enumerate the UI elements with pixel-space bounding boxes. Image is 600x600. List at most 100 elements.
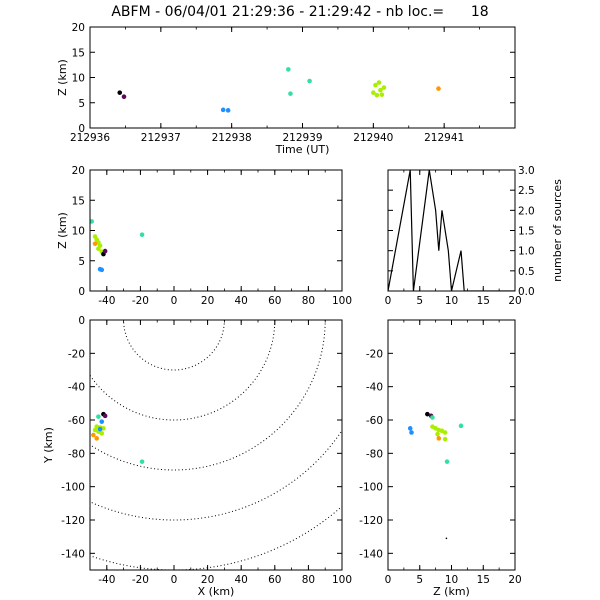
x-tick-label: 60: [268, 574, 281, 586]
x-tick-label: 0: [385, 574, 392, 586]
source-point: [121, 94, 127, 99]
source-point: [117, 90, 123, 95]
histogram-steps: [388, 170, 515, 291]
time-height-panel: 212936 212937 212938 212939 212940 212941 0 5 10…: [56, 22, 516, 156]
y-tick-label: 0: [78, 123, 85, 135]
source-point: [373, 82, 378, 88]
source-point: [91, 432, 96, 438]
x-tick-label: 212939: [282, 132, 322, 144]
y-axis-label: Z (km): [56, 212, 69, 249]
y-tick-label: -140: [61, 548, 85, 560]
y-tick-label: 1.0: [518, 246, 535, 258]
chart-title: ABFM - 06/04/01 21:29:36 - 21:29:42 - nb…: [111, 4, 489, 20]
y-tick-label: 0: [78, 286, 85, 298]
y-tick-label: 5: [78, 256, 85, 268]
histogram-bin: [432, 170, 435, 291]
z-y-panel: 0 5 10 15 20 -20 -40 -60 -80 -100 -120 -140 Z (km): [359, 319, 522, 598]
y-tick-label: 1.5: [518, 226, 535, 238]
source-point: [376, 80, 382, 85]
y-tick-label: -100: [359, 482, 383, 494]
y-tick-label: -80: [68, 448, 85, 460]
source-point: [96, 414, 101, 419]
source-point: [99, 419, 105, 424]
source-point: [288, 91, 293, 96]
x-tick-label: 212937: [141, 132, 181, 144]
x-tick-label: -40: [98, 574, 115, 586]
y-tick-label: -120: [61, 515, 85, 527]
time-height-plot-area: [117, 67, 441, 113]
x-tick-label: 5: [416, 574, 423, 586]
source-point: [442, 436, 448, 442]
x-tick-label: 100: [332, 574, 352, 586]
x-tick-label: 0: [385, 295, 392, 307]
y-tick-label: 2.5: [518, 185, 535, 197]
source-point: [307, 78, 312, 84]
x-tick-label: 80: [302, 574, 315, 586]
y-tick-label: -20: [366, 348, 383, 360]
x-height-plot-area: [90, 219, 145, 273]
y-tick-label: -80: [366, 448, 383, 460]
y-tick-label: 20: [72, 165, 85, 177]
source-point: [378, 87, 383, 93]
x-tick-label: 40: [235, 295, 248, 307]
x-axis-label: Z (km): [433, 585, 470, 598]
y-axis-label: Z (km): [56, 59, 69, 96]
z-y-plot-area: [407, 411, 464, 540]
source-point: [97, 426, 103, 432]
y-tick-label: 2.0: [518, 205, 535, 217]
y-tick-label: -100: [61, 482, 85, 494]
y-tick-label: 15: [72, 47, 85, 59]
x-tick-label: -20: [132, 574, 149, 586]
source-point: [435, 431, 440, 437]
y-tick-label: 20: [72, 22, 85, 34]
axes-frame: [89, 169, 343, 292]
source-point: [436, 86, 441, 91]
x-axis-label: Time (UT): [275, 143, 330, 156]
x-tick-label: 212940: [353, 132, 393, 144]
x-tick-label: -40: [98, 295, 115, 307]
x-height-panel: -40 -20 0 20 40 60 80 100 0 5 10 15 20 Z (km): [56, 165, 352, 307]
y-tick-label: 15: [72, 195, 85, 207]
y-tick-label: 0: [78, 315, 85, 327]
source-point: [442, 430, 448, 435]
x-tick-label: 100: [332, 295, 352, 307]
y-tick-label: -120: [359, 515, 383, 527]
axes-frame: [387, 319, 516, 571]
y-axis-label: Y (km): [42, 427, 55, 464]
source-point: [407, 426, 413, 431]
x-tick-label: 60: [268, 295, 281, 307]
source-point: [445, 537, 448, 540]
source-point: [374, 92, 380, 98]
source-point: [99, 431, 105, 436]
source-point: [90, 219, 94, 224]
x-tick-label: 15: [477, 295, 490, 307]
x-tick-label: 10: [445, 574, 458, 586]
x-tick-label: 20: [508, 574, 521, 586]
x-tick-label: 212941: [424, 132, 464, 144]
source-point: [96, 246, 101, 251]
source-point: [379, 92, 385, 97]
x-tick-label: 15: [477, 574, 490, 586]
source-point: [102, 413, 108, 419]
x-tick-label: 10: [445, 295, 458, 307]
plan-view-plot-area: [90, 320, 342, 570]
source-point: [102, 248, 108, 254]
x-tick-label: 212936: [70, 132, 110, 144]
x-tick-label: 20: [508, 295, 521, 307]
source-point: [430, 415, 435, 420]
source-point: [92, 241, 98, 247]
source-point: [436, 436, 442, 441]
y-tick-label: 5: [78, 98, 85, 110]
y-tick-label: -20: [68, 348, 85, 360]
source-point: [371, 90, 376, 95]
source-point: [425, 411, 430, 417]
y-tick-label: -140: [359, 548, 383, 560]
y-tick-label: 10: [72, 73, 85, 85]
source-point: [458, 423, 464, 429]
source-point: [94, 436, 100, 441]
y-tick-label: 0.5: [518, 266, 535, 278]
x-tick-label: 212938: [212, 132, 252, 144]
y-tick-label: -60: [366, 415, 383, 427]
y-axis-label: number of sources: [551, 179, 564, 282]
y-tick-label: -40: [68, 382, 85, 394]
